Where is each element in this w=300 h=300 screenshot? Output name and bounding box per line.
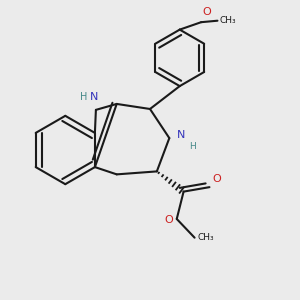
- Text: N: N: [177, 130, 185, 140]
- Text: N: N: [90, 92, 99, 102]
- Text: O: O: [202, 7, 211, 17]
- Text: O: O: [164, 215, 173, 225]
- Text: CH₃: CH₃: [220, 16, 236, 25]
- Text: CH₃: CH₃: [198, 233, 214, 242]
- Text: O: O: [212, 174, 221, 184]
- Text: H: H: [189, 142, 195, 151]
- Text: H: H: [80, 92, 87, 102]
